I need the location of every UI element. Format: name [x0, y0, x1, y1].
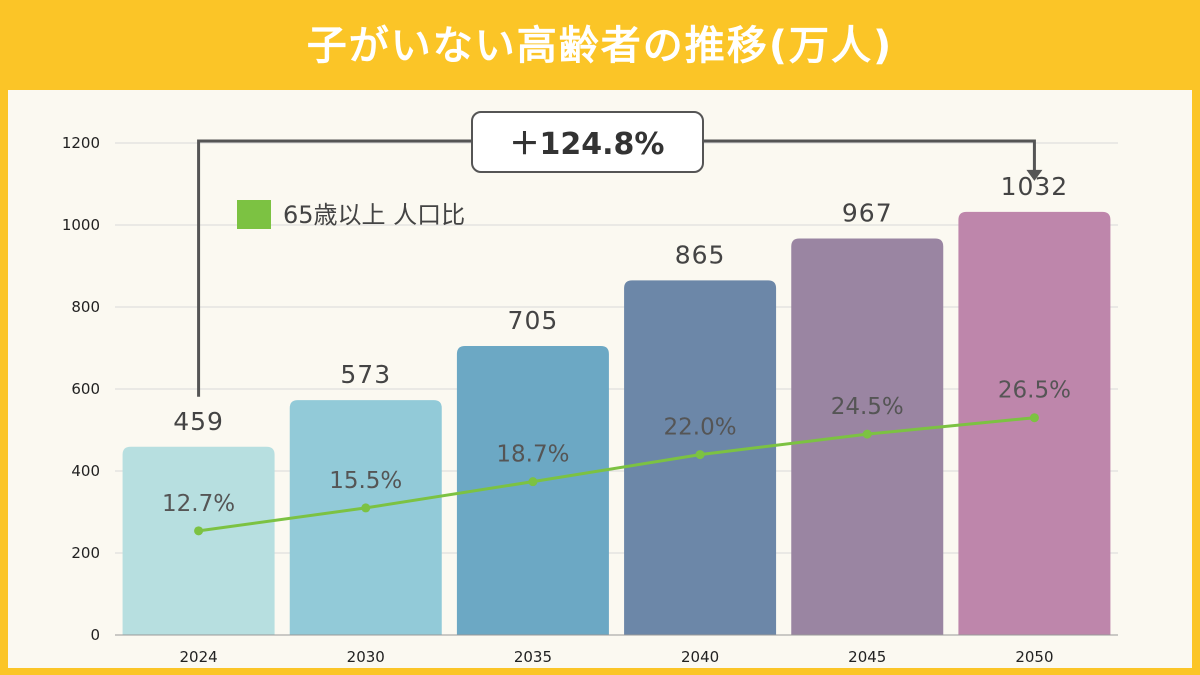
- bracket-arrowhead: [1026, 169, 1043, 181]
- bar-value-label: 705: [508, 306, 559, 335]
- x-tick-label: 2045: [848, 648, 886, 666]
- ratio-point: [1029, 413, 1039, 423]
- bar-value-label: 573: [340, 360, 391, 389]
- bars: [115, 211, 1118, 636]
- y-tick-label: 0: [90, 626, 100, 644]
- x-tick-label: 2050: [1015, 648, 1053, 666]
- chart-title: 子がいない高齢者の推移(万人): [306, 23, 894, 69]
- bar: [289, 400, 442, 635]
- y-tick-label: 800: [71, 298, 100, 316]
- ratio-line: [194, 413, 1039, 536]
- ratio-label: 26.5%: [998, 378, 1071, 404]
- ratio-line-path: [198, 416, 1035, 533]
- bar-value-label: 1032: [1001, 172, 1069, 201]
- y-tick-label: 400: [71, 462, 100, 480]
- x-tick-label: 2024: [179, 648, 217, 666]
- labels: 459 573 705 865 967 1032 12.7% 15.5% 18.7% 22.0% 2…: [162, 172, 1071, 666]
- x-tick-label: 2040: [681, 648, 719, 666]
- ratio-point: [361, 503, 371, 513]
- ratio-label: 22.0%: [664, 415, 737, 441]
- bar: [456, 345, 609, 635]
- ratio-label: 12.7%: [162, 491, 235, 517]
- legend: 65歳以上 人口比: [237, 200, 465, 229]
- legend-swatch: [237, 200, 271, 229]
- change-badge-text: ＋124.8%: [510, 127, 665, 162]
- y-tick-label: 1000: [62, 216, 100, 234]
- change-badge-box: [471, 111, 704, 173]
- ratio-point: [695, 450, 705, 460]
- x-tick-label: 2035: [514, 648, 552, 666]
- y-tick-label: 200: [71, 544, 100, 562]
- change-badge: ＋124.8%: [471, 111, 704, 173]
- ratio-point: [528, 477, 538, 487]
- ratio-point: [194, 526, 204, 536]
- y-tick-label: 1200: [62, 134, 100, 152]
- bar-value-label: 865: [675, 240, 726, 269]
- ratio-label: 18.7%: [496, 442, 569, 468]
- ratio-point: [862, 429, 872, 439]
- ratio-label: 15.5%: [329, 468, 402, 494]
- bar: [122, 446, 275, 635]
- x-tick-label: 2030: [347, 648, 385, 666]
- bar: [958, 211, 1111, 635]
- legend-label: 65歳以上 人口比: [283, 201, 465, 229]
- bar-value-label: 967: [842, 199, 893, 228]
- bar-value-label: 459: [173, 407, 224, 436]
- y-tick-label: 600: [71, 380, 100, 398]
- ratio-label: 24.5%: [831, 394, 904, 420]
